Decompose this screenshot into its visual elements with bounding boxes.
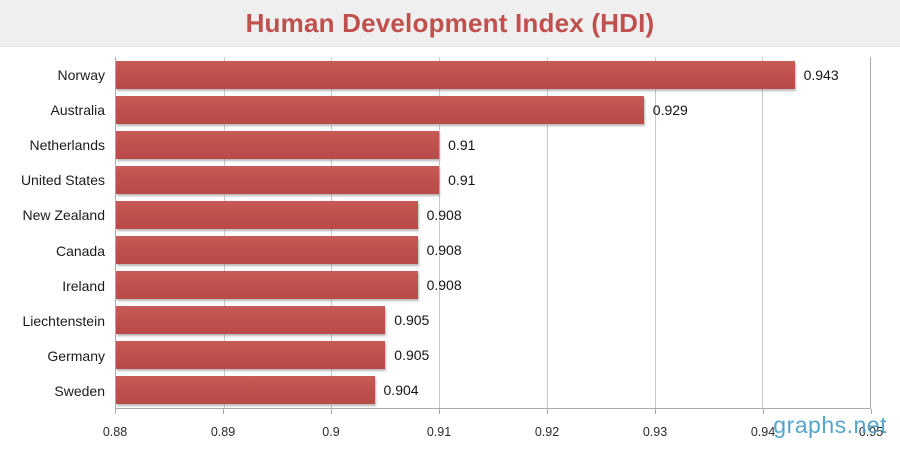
- x-axis-labels: 0.88 0.89 0.9 0.91 0.92 0.93 0.94 0.95: [103, 425, 883, 441]
- gridline: [223, 57, 225, 408]
- category-label: Germany: [47, 348, 105, 365]
- axis-tick: [547, 409, 548, 414]
- bar-row: 0.929: [116, 92, 870, 127]
- x-tick-label: 0.95: [858, 425, 884, 439]
- value-label: 0.905: [394, 347, 430, 364]
- plot-area: 0.943 0.929 0.91 0.91 0.908 0.908 0.908 0.905 0.…: [115, 57, 871, 409]
- value-label: 0.905: [394, 312, 430, 329]
- bar-rows: 0.943 0.929 0.91 0.91 0.908 0.908 0.908 0.905 0.…: [116, 57, 870, 408]
- axis-tick: [331, 409, 332, 414]
- bar: [116, 95, 644, 124]
- bar: [116, 165, 440, 194]
- chart-header: Human Development Index (HDI): [0, 0, 900, 47]
- axis-tick: [115, 409, 116, 414]
- bar: [116, 60, 795, 89]
- bar-row: 0.91: [116, 127, 870, 162]
- x-tick-label: 0.93: [642, 425, 668, 439]
- bar-row: 0.904: [116, 373, 870, 408]
- watermark: graphs.net: [773, 412, 887, 438]
- axis-tick: [439, 409, 440, 414]
- gridline: [439, 57, 441, 408]
- gridline: [331, 57, 333, 408]
- x-tick-label: 0.94: [750, 425, 776, 439]
- x-tick-label: 0.9: [322, 425, 340, 439]
- gridline: [654, 57, 656, 408]
- bar: [116, 341, 386, 370]
- x-tick-label: 0.91: [426, 425, 452, 439]
- category-label: New Zealand: [22, 207, 106, 224]
- value-label: 0.91: [448, 171, 476, 188]
- bar: [116, 306, 386, 335]
- bar-row: 0.905: [116, 338, 870, 373]
- value-label: 0.908: [426, 277, 462, 294]
- value-label: 0.943: [803, 66, 839, 83]
- category-label: Netherlands: [29, 137, 106, 153]
- category-label: Liechtenstein: [22, 313, 105, 330]
- value-label: 0.908: [426, 206, 462, 223]
- value-label: 0.908: [426, 242, 462, 259]
- axis-tick: [655, 409, 656, 414]
- gridline: [546, 57, 548, 408]
- axis-tick: [871, 409, 872, 414]
- category-label: United States: [20, 172, 105, 189]
- bar-row: 0.91: [116, 162, 870, 197]
- x-tick-label: 0.88: [102, 425, 128, 439]
- bar: [116, 376, 375, 405]
- category-label: Canada: [55, 242, 105, 259]
- value-label: 0.929: [652, 101, 688, 118]
- bar-row: 0.908: [116, 268, 870, 303]
- bar-row: 0.905: [116, 303, 870, 338]
- bar: [116, 271, 418, 300]
- x-tick-label: 0.92: [534, 425, 560, 439]
- bar: [116, 200, 418, 229]
- axis-tick: [223, 409, 224, 414]
- category-label: Ireland: [62, 277, 105, 294]
- bar-row: 0.908: [116, 232, 870, 267]
- chart-title: Human Development Index (HDI): [245, 7, 655, 38]
- bar-row: 0.908: [116, 197, 870, 232]
- axis-tick: [763, 409, 764, 414]
- category-label: Australia: [50, 101, 105, 118]
- gridline: [762, 57, 764, 408]
- x-axis-ticks: [115, 409, 872, 414]
- category-axis: Norway Australia Netherlands United States N…: [0, 57, 105, 409]
- bar: [116, 130, 440, 159]
- bar-row: 0.943: [116, 57, 870, 92]
- value-label: 0.904: [383, 382, 419, 399]
- bar: [116, 236, 418, 265]
- value-label: 0.91: [448, 136, 476, 153]
- category-label: Sweden: [54, 383, 105, 400]
- category-label: Norway: [57, 66, 105, 83]
- x-tick-label: 0.89: [210, 425, 236, 439]
